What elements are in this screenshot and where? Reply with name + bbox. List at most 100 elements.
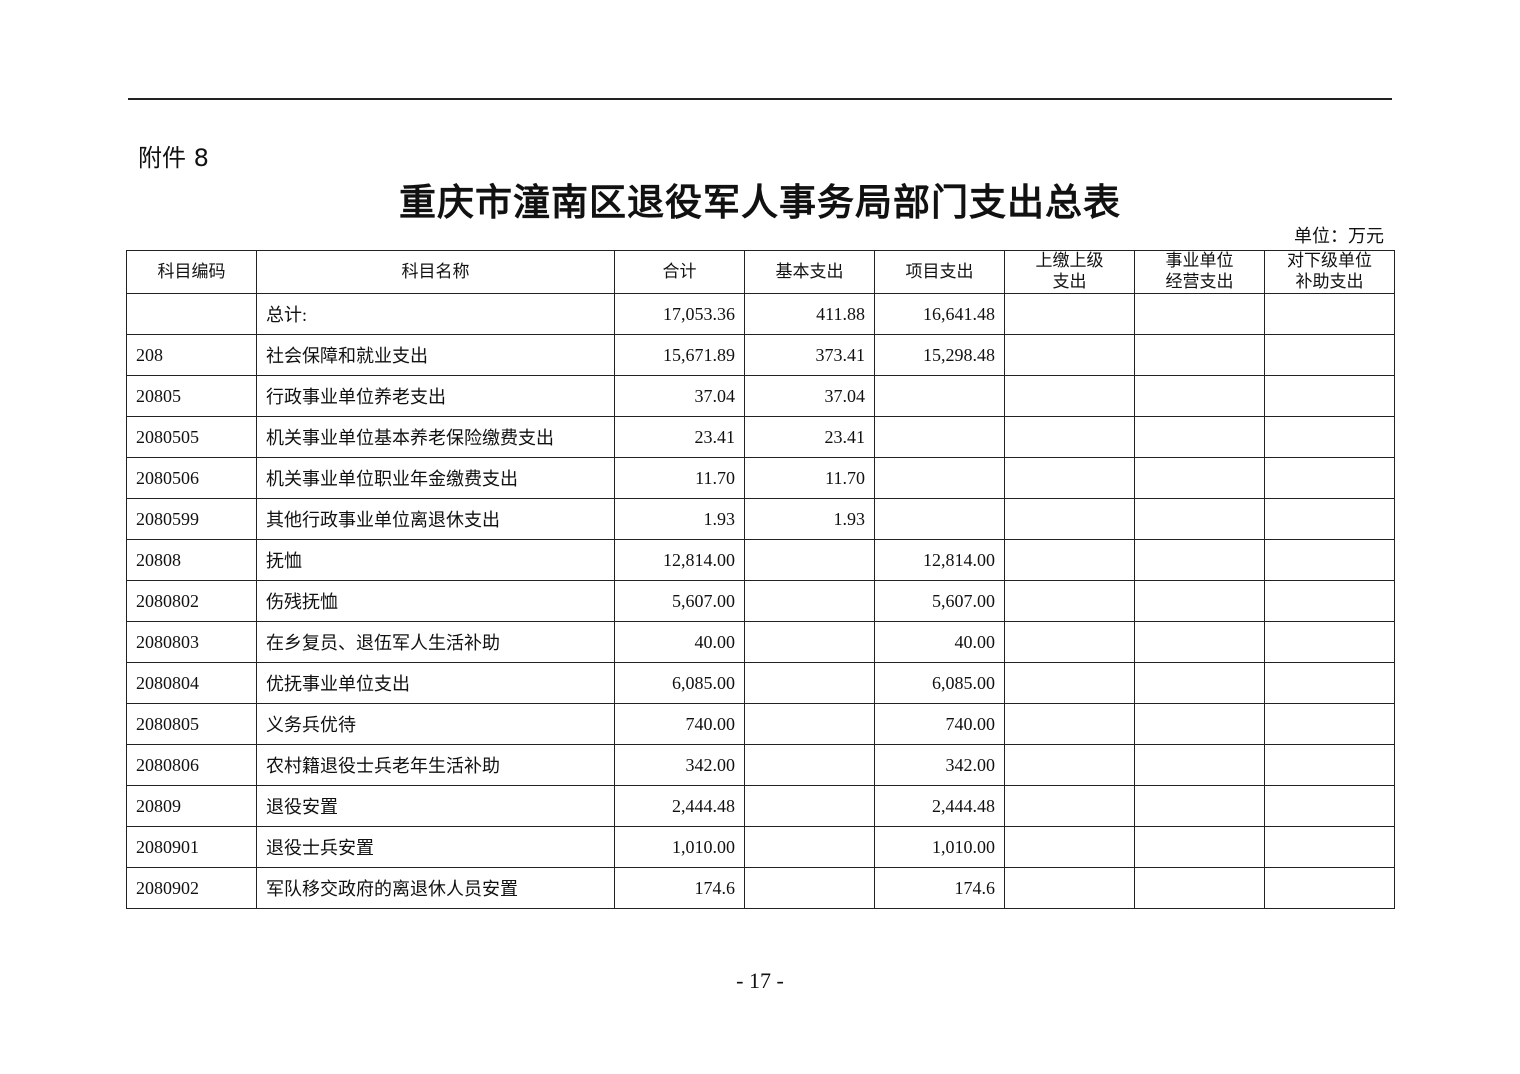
table-cell: 740.00 xyxy=(874,703,1005,745)
table-cell: 411.88 xyxy=(744,293,875,335)
table-cell xyxy=(1004,293,1135,335)
table-cell: 2080802 xyxy=(126,580,257,622)
table-cell xyxy=(1004,457,1135,499)
column-header: 科目编码 xyxy=(126,250,257,294)
table-cell: 机关事业单位职业年金缴费支出 xyxy=(256,457,615,499)
table-cell: 6,085.00 xyxy=(874,662,1005,704)
table-cell xyxy=(126,293,257,335)
column-header: 合计 xyxy=(614,250,745,294)
table-cell: 5,607.00 xyxy=(874,580,1005,622)
page-title: 重庆市潼南区退役军人事务局部门支出总表 xyxy=(399,180,1121,224)
table-cell: 2080805 xyxy=(126,703,257,745)
table-cell: 342.00 xyxy=(874,744,1005,786)
table-cell: 6,085.00 xyxy=(614,662,745,704)
table-cell xyxy=(744,621,875,663)
table-cell xyxy=(744,826,875,868)
table-cell xyxy=(1134,826,1265,868)
table-cell: 12,814.00 xyxy=(614,539,745,581)
table-cell: 2,444.48 xyxy=(614,785,745,827)
table-cell: 15,298.48 xyxy=(874,334,1005,376)
table-row: 20808 抚恤 12,814.00 12,814.00 xyxy=(126,539,1395,581)
table-cell xyxy=(1134,662,1265,704)
table-cell: 40.00 xyxy=(874,621,1005,663)
table-cell xyxy=(1004,621,1135,663)
column-header: 上缴上级 支出 xyxy=(1004,250,1135,294)
table-row: 2080505 机关事业单位基本养老保险缴费支出 23.41 23.41 xyxy=(126,416,1395,458)
table-cell xyxy=(1134,539,1265,581)
table-cell xyxy=(874,416,1005,458)
table-cell: 17,053.36 xyxy=(614,293,745,335)
table-cell xyxy=(1264,580,1395,622)
table-cell xyxy=(744,744,875,786)
expenditure-table: 科目编码 科目名称 合计 基本支出 项目支出 上缴上级 支出 事业单位 经营支出 对下级单位 补助支… xyxy=(126,250,1395,909)
table-cell: 2080599 xyxy=(126,498,257,540)
table-cell xyxy=(1264,457,1395,499)
table-cell: 373.41 xyxy=(744,334,875,376)
table-cell: 总计: xyxy=(256,293,615,335)
table-cell: 行政事业单位养老支出 xyxy=(256,375,615,417)
table-cell: 37.04 xyxy=(614,375,745,417)
column-header: 项目支出 xyxy=(874,250,1005,294)
table-row: 2080802 伤残抚恤 5,607.00 5,607.00 xyxy=(126,580,1395,622)
table-cell: 退役安置 xyxy=(256,785,615,827)
table-cell: 2080806 xyxy=(126,744,257,786)
table-cell: 23.41 xyxy=(614,416,745,458)
table-cell xyxy=(1134,703,1265,745)
table-cell xyxy=(1004,744,1135,786)
table-row: 2080806 农村籍退役士兵老年生活补助 342.00 342.00 xyxy=(126,744,1395,786)
column-header: 基本支出 xyxy=(744,250,875,294)
table-cell xyxy=(1264,539,1395,581)
table-cell xyxy=(1264,826,1395,868)
table-cell: 2,444.48 xyxy=(874,785,1005,827)
table-cell xyxy=(1264,498,1395,540)
table-cell: 5,607.00 xyxy=(614,580,745,622)
table-row: 20809 退役安置 2,444.48 2,444.48 xyxy=(126,785,1395,827)
header-rule xyxy=(128,98,1392,100)
table-cell xyxy=(1264,293,1395,335)
table-cell: 伤残抚恤 xyxy=(256,580,615,622)
table-cell xyxy=(1134,744,1265,786)
table-cell: 退役士兵安置 xyxy=(256,826,615,868)
table-cell: 2080901 xyxy=(126,826,257,868)
table-cell xyxy=(1004,375,1135,417)
table-cell: 2080902 xyxy=(126,867,257,909)
table-cell: 2080803 xyxy=(126,621,257,663)
table-cell xyxy=(1134,416,1265,458)
table-cell: 优抚事业单位支出 xyxy=(256,662,615,704)
table-cell: 740.00 xyxy=(614,703,745,745)
table-cell xyxy=(1264,621,1395,663)
table-cell: 15,671.89 xyxy=(614,334,745,376)
table-cell xyxy=(1264,703,1395,745)
table-cell xyxy=(1264,662,1395,704)
table-cell xyxy=(1134,580,1265,622)
table-cell: 40.00 xyxy=(614,621,745,663)
table-cell: 174.6 xyxy=(874,867,1005,909)
table-cell xyxy=(1134,785,1265,827)
table-cell: 义务兵优待 xyxy=(256,703,615,745)
table-cell: 174.6 xyxy=(614,867,745,909)
table-cell: 1.93 xyxy=(744,498,875,540)
table-cell: 37.04 xyxy=(744,375,875,417)
table-cell xyxy=(1264,785,1395,827)
table-cell xyxy=(1004,703,1135,745)
table-cell xyxy=(1004,416,1135,458)
table-cell: 农村籍退役士兵老年生活补助 xyxy=(256,744,615,786)
table-cell xyxy=(1004,785,1135,827)
table-row: 208 社会保障和就业支出 15,671.89 373.41 15,298.48 xyxy=(126,334,1395,376)
page-number: - 17 - xyxy=(736,968,784,993)
table-cell: 机关事业单位基本养老保险缴费支出 xyxy=(256,416,615,458)
table-cell: 11.70 xyxy=(744,457,875,499)
table-cell: 2080506 xyxy=(126,457,257,499)
table-cell: 20808 xyxy=(126,539,257,581)
table-cell xyxy=(874,498,1005,540)
table-cell: 12,814.00 xyxy=(874,539,1005,581)
table-cell xyxy=(744,662,875,704)
table-row: 2080902 军队移交政府的离退休人员安置 174.6 174.6 xyxy=(126,867,1395,909)
table-row: 2080805 义务兵优待 740.00 740.00 xyxy=(126,703,1395,745)
table-row: 总计: 17,053.36 411.88 16,641.48 xyxy=(126,293,1395,335)
table-cell: 军队移交政府的离退休人员安置 xyxy=(256,867,615,909)
table-cell xyxy=(1134,375,1265,417)
table-cell xyxy=(1264,416,1395,458)
table-cell xyxy=(874,457,1005,499)
table-cell xyxy=(1004,539,1135,581)
